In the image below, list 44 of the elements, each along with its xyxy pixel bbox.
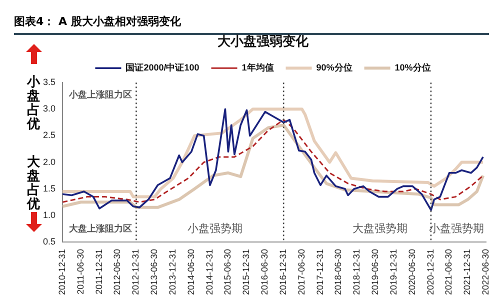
- x-tick-label: 2017-06-30: [296, 248, 306, 296]
- x-tick-label: 2020-06-30: [406, 248, 417, 296]
- annotation: 小盘强势期: [428, 222, 484, 236]
- y-tick-label: 3.0: [42, 104, 56, 114]
- x-tick-label: 2011-06-30: [75, 248, 86, 294]
- text: 小盘占优: [27, 75, 41, 132]
- chart-subtitle: 大小盘强弱变化: [218, 33, 310, 48]
- legend-label: 90%分位: [316, 62, 352, 73]
- x-tick-label: 2021-06-30: [444, 248, 454, 296]
- y-tick-label: 3.5: [42, 77, 56, 88]
- y-tick-label: 1.5: [42, 183, 56, 194]
- y-tick-label: 0.5: [42, 236, 56, 246]
- x-tick-label: 2015-12-31: [241, 248, 252, 296]
- x-tick-label: 2018-06-30: [333, 248, 344, 296]
- x-tick-label: 2011-12-31: [94, 248, 104, 294]
- x-tick-label: 2016-06-30: [260, 248, 270, 296]
- x-tick-label: 2022-06-30: [480, 248, 490, 296]
- x-tick-label: 2014-12-31: [204, 248, 214, 296]
- x-tick-label: 2013-06-30: [148, 248, 159, 296]
- legend-label: 国证2000/中证100: [126, 62, 200, 73]
- x-tick-label: 2021-12-31: [462, 248, 472, 296]
- y-tick-label: 2.0: [42, 156, 56, 167]
- x-tick-label: 2013-12-31: [168, 248, 178, 296]
- annotation: 大盘强势期: [352, 222, 408, 236]
- text: 大盘占优: [27, 155, 41, 212]
- x-tick-label: 2015-06-30: [222, 248, 233, 296]
- annotation: 大盘上涨阻力区: [68, 224, 132, 235]
- x-tick-label: 2016-12-31: [278, 248, 288, 296]
- x-tick-label: 2014-06-30: [186, 248, 196, 296]
- legend-label: 10%分位: [394, 62, 431, 73]
- y-tick-label: 1.0: [42, 210, 56, 220]
- chart-title: 图表4： A 股大小盘相对强弱变化: [14, 14, 489, 35]
- x-tick-label: 2012-06-30: [112, 248, 122, 296]
- x-tick-label: 2010-12-31: [56, 248, 67, 296]
- annotation: 小盘强势期: [187, 222, 242, 236]
- y-tick-label: 2.5: [42, 130, 56, 140]
- x-tick-label: 2019-12-31: [388, 248, 399, 296]
- annotation: 小盘上涨阻力区: [68, 90, 132, 101]
- x-tick-label: 2017-12-31: [314, 248, 325, 296]
- x-tick-label: 2019-06-30: [370, 248, 380, 296]
- x-tick-label: 2020-12-31: [425, 248, 436, 296]
- x-tick-label: 2018-12-31: [352, 248, 362, 296]
- legend-label: 1年均值: [242, 62, 274, 73]
- x-tick-label: 2012-12-31: [130, 248, 141, 296]
